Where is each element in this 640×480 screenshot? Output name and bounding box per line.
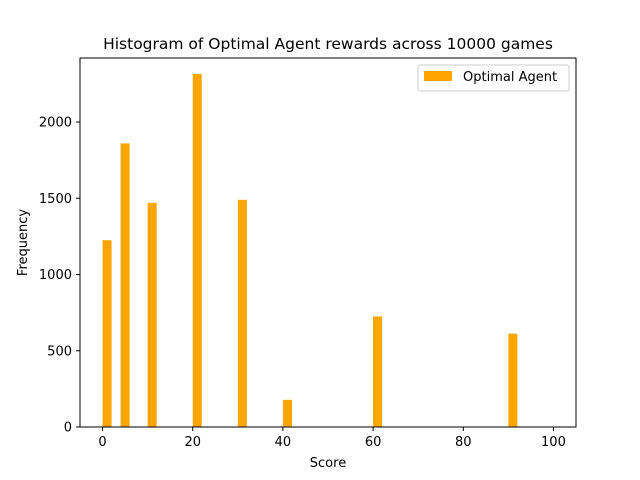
histogram-bar (120, 143, 130, 427)
x-tick-label: 80 (455, 435, 472, 450)
histogram-bar (282, 399, 292, 427)
histogram-bar (102, 240, 112, 427)
bars-group (102, 74, 518, 428)
chart-title: Histogram of Optimal Agent rewards acros… (103, 35, 553, 53)
plot-frame (79, 57, 577, 428)
legend: Optimal Agent (417, 64, 570, 92)
x-ticks: 0 20 40 60 80 100 (98, 427, 566, 450)
x-tick-label: 0 (98, 435, 106, 450)
y-axis-label: Frequency (16, 209, 31, 276)
x-tick-label: 100 (541, 435, 566, 450)
histogram-bar (373, 316, 383, 427)
x-axis-label: Score (310, 456, 346, 471)
x-tick-label: 40 (275, 435, 292, 450)
y-tick-label: 1000 (39, 268, 72, 283)
histogram-bar (508, 333, 518, 427)
y-tick-label: 500 (47, 344, 72, 359)
x-tick-label: 20 (184, 435, 201, 450)
histogram-bar (192, 74, 202, 428)
histogram-bar (147, 202, 157, 427)
y-tick-label: 1500 (39, 192, 72, 207)
legend-label: Optimal Agent (463, 70, 557, 85)
histogram-bar (237, 199, 247, 427)
y-tick-label: 0 (64, 421, 72, 436)
x-tick-label: 60 (365, 435, 382, 450)
y-tick-label: 2000 (39, 116, 72, 131)
legend-swatch (424, 71, 452, 81)
y-ticks: 0 500 1000 1500 2000 (39, 116, 80, 436)
legend-box (417, 64, 570, 92)
